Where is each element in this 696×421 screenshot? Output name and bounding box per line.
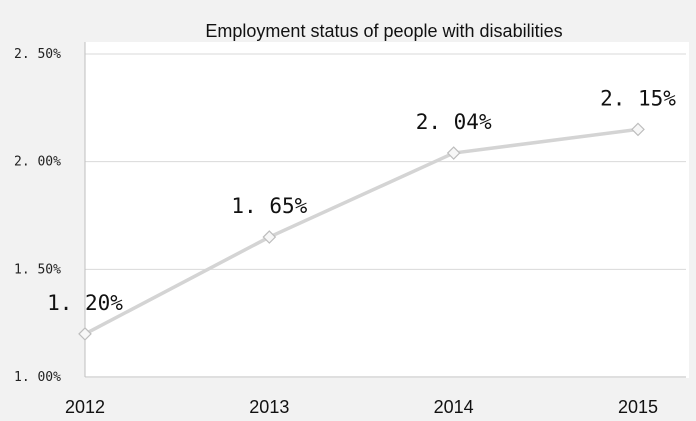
data-point-marker (262, 230, 277, 244)
data-label: 1. 65% (231, 194, 307, 218)
axes (84, 42, 686, 378)
data-label: 1. 20% (47, 291, 123, 315)
data-point-marker (78, 327, 92, 341)
x-tick-label: 2013 (249, 397, 289, 417)
x-axis-tick-labels: 2012 2013 2014 2015 (65, 397, 658, 417)
y-tick-label: 1. 50% (14, 262, 61, 277)
gridlines (85, 53, 686, 270)
plot-area (85, 42, 689, 378)
data-markers (78, 122, 645, 341)
x-tick-label: 2015 (618, 397, 658, 417)
y-axis-tick-labels: 1. 00% 1. 50% 2. 00% 2. 50% (14, 47, 61, 385)
x-tick-label: 2014 (434, 397, 474, 417)
y-tick-label: 2. 50% (14, 47, 61, 62)
x-tick-label: 2012 (65, 397, 105, 417)
chart-title: Employment status of people with disabil… (205, 21, 562, 41)
y-tick-label: 1. 00% (14, 370, 61, 385)
data-point-marker (446, 146, 461, 160)
data-point-marker (631, 122, 645, 137)
data-label: 2. 15% (600, 86, 676, 110)
series-line (84, 127, 639, 336)
series-line-layer (84, 127, 639, 336)
data-labels: 1. 20% 1. 65% 2. 04% 2. 15% (47, 86, 676, 315)
y-tick-label: 2. 00% (14, 155, 61, 170)
data-label: 2. 04% (416, 110, 492, 134)
